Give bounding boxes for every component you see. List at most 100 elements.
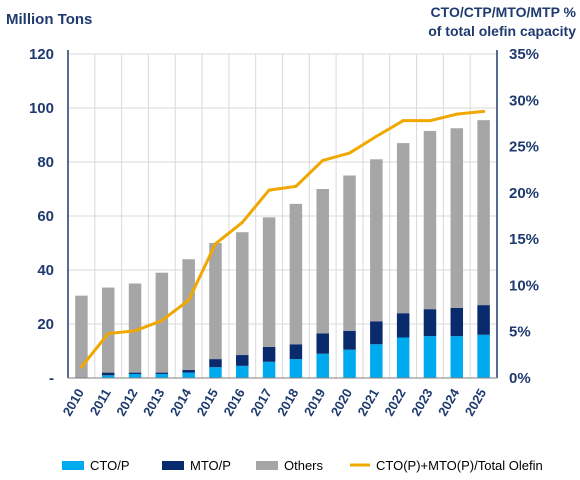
legend-swatch-others	[256, 461, 278, 470]
x-tick-label: 2016	[220, 386, 247, 419]
line-point-2015	[213, 242, 217, 246]
bar-others-2023	[423, 130, 437, 310]
bar-cto-p-2011	[101, 375, 115, 378]
bar-others-2013	[155, 272, 169, 373]
line-point-2013	[160, 319, 164, 323]
y-right-tick-label: 15%	[509, 231, 539, 248]
bar-others-2022	[396, 143, 410, 314]
y-right-tick-label: 5%	[509, 324, 531, 341]
legend-label-cto-p-mto-p-total-olefin: CTO(P)+MTO(P)/Total Olefin	[376, 458, 543, 473]
x-tick-label: 2020	[328, 386, 355, 419]
bar-mto-p-2012	[128, 372, 142, 374]
y-left-tick-label: 100	[29, 100, 54, 117]
y-right-tick-label: 35%	[509, 46, 539, 63]
y-right-tick-label: 10%	[509, 277, 539, 294]
x-tick-label: 2021	[354, 386, 381, 419]
bar-mto-p-2015	[209, 359, 222, 368]
x-tick-label: 2019	[301, 386, 328, 419]
line-point-2021	[374, 134, 378, 138]
bar-others-2014	[182, 259, 195, 370]
line-point-2017	[267, 188, 271, 192]
bar-mto-p-2025	[477, 305, 490, 335]
y-left-tick-label: 80	[37, 154, 54, 171]
right-axis-title-line1: CTO/CTP/MTO/MTP %	[431, 4, 577, 20]
x-tick-label: 2011	[87, 386, 114, 418]
bar-cto-p-2016	[236, 365, 249, 378]
line-point-2018	[294, 184, 298, 188]
line-point-2014	[187, 298, 191, 302]
bar-others-2025	[477, 120, 490, 306]
bar-others-2021	[370, 159, 383, 322]
legend-label-mto-p: MTO/P	[190, 458, 231, 473]
bar-mto-p-2014	[182, 369, 195, 373]
line-point-2024	[455, 112, 459, 116]
bar-mto-p-2020	[343, 330, 356, 350]
bar-cto-p-2024	[450, 336, 464, 378]
bar-mto-p-2024	[450, 307, 464, 337]
bar-mto-p-2023	[423, 309, 437, 337]
bars	[75, 120, 490, 378]
left-axis-title: Million Tons	[6, 11, 92, 28]
y-left-tick-label: 120	[29, 46, 54, 63]
line-point-2022	[401, 119, 405, 123]
bar-mto-p-2018	[289, 344, 303, 360]
bar-cto-p-2012	[128, 373, 142, 378]
line-point-2016	[240, 220, 244, 224]
bar-mto-p-2011	[101, 372, 115, 376]
grid	[68, 53, 497, 378]
bar-others-2017	[262, 217, 276, 347]
line-point-2020	[348, 151, 352, 155]
bar-cto-p-2017	[262, 361, 276, 378]
line-point-2023	[428, 119, 432, 123]
x-tick-label: 2013	[140, 386, 167, 419]
x-tick-label: 2014	[167, 385, 195, 418]
x-tick-label: 2010	[60, 386, 87, 419]
x-tick-label: 2015	[194, 386, 221, 419]
line-cto-mto-share	[79, 109, 486, 369]
bar-others-2024	[450, 128, 464, 308]
y-right-tick-label: 25%	[509, 139, 539, 156]
bar-cto-p-2025	[477, 334, 490, 378]
y-right-tick-label: 30%	[509, 92, 539, 109]
y-right-tick-label: 20%	[509, 185, 539, 202]
x-tick-label: 2024	[435, 385, 463, 418]
line-point-2012	[133, 329, 137, 333]
bar-others-2019	[316, 189, 329, 334]
bar-others-2016	[236, 232, 249, 356]
legend: CTO/P MTO/P Others CTO(P)+MTO(P)/Total Olef…	[62, 458, 543, 473]
y-left-tick-label: 20	[37, 316, 54, 333]
y-left-tick-label: -	[49, 370, 54, 387]
bar-mto-p-2021	[370, 321, 383, 345]
x-tick-label: 2023	[408, 386, 435, 419]
bar-others-2010	[75, 295, 88, 378]
x-tick-label: 2022	[381, 386, 408, 419]
bar-cto-p-2021	[370, 344, 383, 378]
legend-swatch-cto-p	[62, 461, 84, 470]
bar-mto-p-2019	[316, 333, 329, 354]
right-axis-title-line2: of total olefin capacity	[428, 23, 576, 39]
bar-others-2020	[343, 175, 356, 331]
bar-others-2015	[209, 243, 222, 360]
bar-cto-p-2018	[289, 359, 303, 378]
line-point-2010	[79, 365, 83, 369]
x-tick-label: 2012	[113, 386, 140, 419]
bar-cto-p-2014	[182, 372, 195, 378]
bar-cto-p-2020	[343, 349, 356, 378]
bar-cto-p-2019	[316, 353, 329, 378]
bar-mto-p-2017	[262, 346, 276, 362]
x-tick-label: 2025	[462, 386, 489, 419]
line-point-2019	[321, 158, 325, 162]
bar-cto-p-2015	[209, 367, 222, 378]
bar-mto-p-2016	[236, 355, 249, 366]
x-tick-label: 2018	[274, 386, 301, 419]
bar-others-2018	[289, 203, 303, 345]
legend-label-others: Others	[284, 458, 324, 473]
line-series	[79, 109, 486, 369]
bar-cto-p-2022	[396, 337, 410, 378]
y-left-tick-label: 60	[37, 208, 54, 225]
bar-others-2012	[128, 283, 142, 373]
line-point-2025	[482, 109, 486, 113]
bar-mto-p-2022	[396, 313, 410, 338]
